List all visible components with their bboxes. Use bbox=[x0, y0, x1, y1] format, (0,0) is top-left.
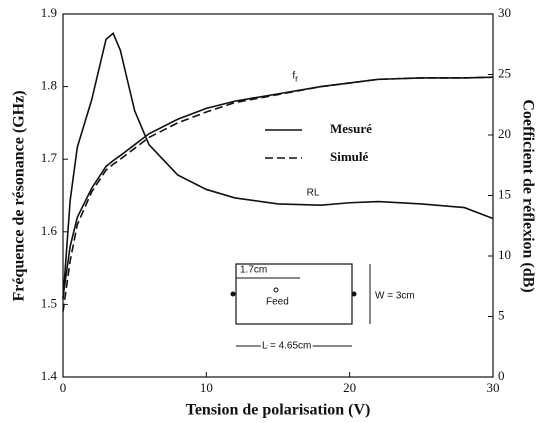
inset-label: 1.7cm bbox=[240, 265, 267, 276]
y2-axis-label: Coefficient de réflexion (dB) bbox=[519, 99, 536, 292]
port bbox=[351, 291, 357, 297]
annotation-sub: r bbox=[295, 74, 298, 84]
inset: 1.7cm Feed W = 3cm L = 4.65cm bbox=[230, 263, 415, 354]
y2-tick-label: 20 bbox=[498, 126, 511, 141]
y2-tick-label: 15 bbox=[498, 186, 511, 201]
legend-label: Mesuré bbox=[330, 121, 372, 136]
y2-tick-label: 10 bbox=[498, 247, 511, 262]
series-line bbox=[62, 32, 494, 300]
y-tick-label: 1.6 bbox=[41, 223, 58, 238]
x-tick-label: 30 bbox=[487, 380, 500, 395]
y-tick-label: 1.7 bbox=[41, 150, 58, 165]
x-tick-label: 0 bbox=[60, 380, 67, 395]
y2-tick-label: 30 bbox=[498, 5, 511, 20]
y-tick-label: 1.5 bbox=[41, 295, 57, 310]
y2-tick-label: 25 bbox=[498, 65, 511, 80]
x-axis-label: Tension de polarisation (V) bbox=[186, 402, 371, 419]
legend-label: Simulé bbox=[330, 149, 369, 164]
feed-point bbox=[273, 287, 279, 293]
series-line bbox=[62, 76, 494, 298]
inset-label: L = 4.65cm bbox=[262, 341, 311, 352]
y-tick-label: 1.8 bbox=[41, 78, 57, 93]
y-axis-label: Fréquence de résonance (GHz) bbox=[11, 90, 28, 301]
y-tick-label: 1.4 bbox=[41, 368, 58, 383]
inset-label: W = 3cm bbox=[375, 291, 415, 302]
y2-tick-label: 0 bbox=[498, 368, 505, 383]
y2-tick-label: 5 bbox=[498, 307, 505, 322]
plot-frame bbox=[62, 13, 494, 378]
y-tick-label: 1.9 bbox=[41, 5, 57, 20]
annotation: RL bbox=[307, 188, 320, 199]
series-line bbox=[62, 76, 494, 312]
port bbox=[230, 291, 236, 297]
x-tick-label: 10 bbox=[200, 380, 213, 395]
annotation: fr bbox=[292, 70, 298, 84]
inset-label: Feed bbox=[266, 297, 289, 308]
x-tick-label: 20 bbox=[343, 380, 356, 395]
